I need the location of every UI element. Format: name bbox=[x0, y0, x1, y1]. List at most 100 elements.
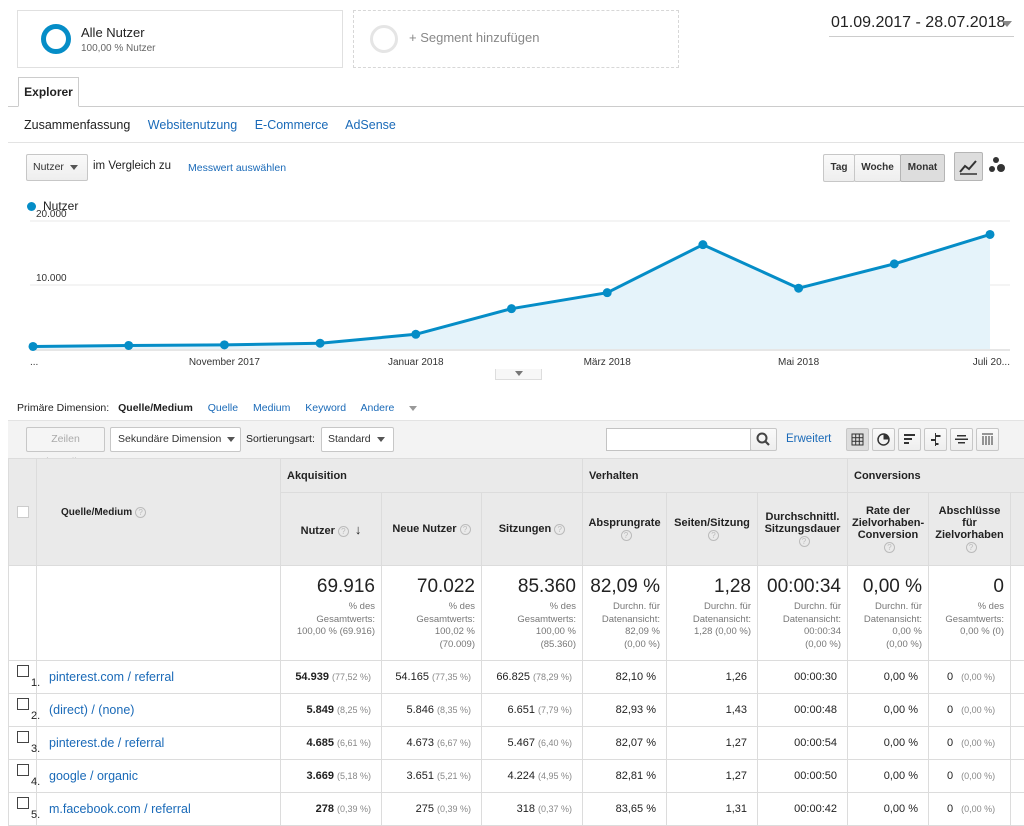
row-select-cell[interactable]: 4. bbox=[8, 759, 40, 793]
select-metric-link[interactable]: Messwert auswählen bbox=[188, 162, 287, 174]
row-select-cell[interactable]: 3. bbox=[8, 726, 40, 760]
col-sessions[interactable]: Sitzungen? bbox=[481, 492, 583, 566]
col-conversion-rate[interactable]: Rate der Zielvorhaben-Conversion? bbox=[847, 492, 929, 566]
users-cell: 278 (0,39 %) bbox=[280, 792, 382, 826]
subtab-summary[interactable]: Zusammenfassung bbox=[24, 118, 131, 132]
users-cell: 5.849 (8,25 %) bbox=[280, 693, 382, 727]
period-week-button[interactable]: Woche bbox=[854, 154, 901, 182]
dimension-source-medium[interactable]: Quelle/Medium bbox=[118, 402, 193, 414]
search-button[interactable] bbox=[750, 428, 777, 451]
row-select-cell[interactable]: 2. bbox=[8, 693, 40, 727]
view-performance-button[interactable] bbox=[898, 428, 921, 451]
sessions-value: 4.224 bbox=[507, 770, 535, 782]
dimension-keyword[interactable]: Keyword bbox=[305, 402, 347, 414]
data-point bbox=[411, 329, 421, 339]
bounce-cell: 82,07 % bbox=[582, 726, 667, 760]
line-chart-button[interactable] bbox=[954, 152, 983, 181]
total-note: Gesamtwerts: bbox=[945, 613, 1004, 625]
col-sessions-label: Sitzungen bbox=[498, 523, 552, 535]
dimension-medium[interactable]: Medium bbox=[253, 402, 291, 414]
col-bounce-rate[interactable]: Absprungrate? bbox=[582, 492, 667, 566]
dimension-source[interactable]: Quelle bbox=[207, 402, 239, 414]
row-select-cell[interactable]: 1. bbox=[8, 660, 40, 694]
row-select-cell[interactable]: 5. bbox=[8, 792, 40, 826]
sort-type-value: Standard bbox=[328, 433, 371, 445]
sessions-percent: (0,37 %) bbox=[537, 804, 572, 814]
duration-cell: 00:00:54 bbox=[757, 726, 848, 760]
y-tick-label: 20.000 bbox=[36, 209, 67, 220]
row-checkbox[interactable] bbox=[17, 698, 29, 710]
period-month-button[interactable]: Monat bbox=[900, 154, 945, 182]
x-tick-label: Januar 2018 bbox=[388, 357, 444, 368]
motion-chart-button[interactable] bbox=[982, 152, 1011, 181]
sessions-value: 66.825 bbox=[496, 671, 530, 683]
row-checkbox[interactable] bbox=[17, 665, 29, 677]
view-pivot-button[interactable] bbox=[976, 428, 999, 451]
view-data-button[interactable] bbox=[846, 428, 869, 451]
users-percent: (77,52 %) bbox=[331, 672, 371, 682]
sort-type-dropdown[interactable]: Standard bbox=[321, 427, 394, 452]
users-percent: (6,61 %) bbox=[336, 738, 371, 748]
chevron-down-icon bbox=[69, 164, 78, 170]
sessions-value: 6.651 bbox=[507, 704, 535, 716]
source-link[interactable]: pinterest.com / referral bbox=[49, 670, 175, 684]
source-link[interactable]: google / organic bbox=[49, 769, 138, 783]
subtab-adsense[interactable]: AdSense bbox=[345, 118, 396, 132]
metric-dropdown[interactable]: Nutzer bbox=[26, 154, 88, 181]
new-users-percent: (8,35 %) bbox=[436, 705, 471, 715]
secondary-dimension-dropdown[interactable]: Sekundäre Dimension bbox=[110, 427, 241, 452]
select-all-checkbox[interactable] bbox=[16, 506, 29, 519]
primary-dimension-label: Primäre Dimension: bbox=[17, 402, 110, 414]
group-conversions: Conversions bbox=[847, 458, 1024, 493]
report-table: Quelle/Medium? Akquisition Verhalten Con… bbox=[8, 458, 1024, 826]
segment-all-users[interactable]: Alle Nutzer 100,00 % Nutzer bbox=[17, 10, 343, 68]
advanced-filter-link[interactable]: Erweitert bbox=[786, 433, 832, 445]
col-users[interactable]: Nutzer? ↓ bbox=[280, 492, 382, 566]
pages-cell: 1,43 bbox=[666, 693, 758, 727]
dimension-more-dropdown[interactable]: Andere bbox=[361, 402, 430, 414]
duration-value: 00:00:50 bbox=[794, 770, 837, 782]
col-new-users[interactable]: Neue Nutzer? bbox=[381, 492, 482, 566]
source-link[interactable]: pinterest.de / referral bbox=[49, 736, 165, 750]
view-term-cloud-button[interactable] bbox=[950, 428, 973, 451]
overflow-cell bbox=[1010, 726, 1024, 760]
select-all-cell[interactable] bbox=[8, 458, 37, 566]
duration-cell: 00:00:48 bbox=[757, 693, 848, 727]
source-link[interactable]: m.facebook.com / referral bbox=[49, 802, 191, 816]
tab-explorer[interactable]: Explorer bbox=[18, 77, 79, 107]
duration-value: 00:00:30 bbox=[794, 671, 837, 683]
data-point bbox=[698, 240, 708, 250]
data-point bbox=[985, 229, 995, 239]
duration-cell: 00:00:42 bbox=[757, 792, 848, 826]
chevron-down-icon bbox=[1002, 21, 1012, 27]
collapse-chart-button[interactable] bbox=[495, 369, 542, 380]
pivot-icon bbox=[982, 433, 993, 445]
users-value: 5.849 bbox=[306, 704, 334, 716]
plot-rows-button[interactable]: Zeilen darstellen bbox=[26, 427, 105, 468]
row-checkbox[interactable] bbox=[17, 764, 29, 776]
add-segment-button[interactable]: + Segment hinzufügen bbox=[353, 10, 679, 68]
new-users-percent: (0,39 %) bbox=[436, 804, 471, 814]
table-search-input[interactable] bbox=[606, 428, 751, 451]
users-value: 278 bbox=[315, 803, 334, 815]
dimension-header[interactable]: Quelle/Medium? bbox=[36, 458, 281, 566]
total-value: 69.916 bbox=[316, 576, 375, 597]
view-comparison-button[interactable] bbox=[924, 428, 947, 451]
total-value: 1,28 bbox=[714, 576, 751, 597]
col-avg-duration[interactable]: Durchschnittl. Sitzungsdauer? bbox=[757, 492, 848, 566]
row-checkbox[interactable] bbox=[17, 731, 29, 743]
sessions-cell: 318 (0,37 %) bbox=[481, 792, 583, 826]
help-icon: ? bbox=[620, 530, 632, 541]
col-goal-completions[interactable]: Abschlüsse für Zielvorhaben? bbox=[928, 492, 1011, 566]
new-users-value: 275 bbox=[415, 803, 434, 815]
data-point bbox=[219, 340, 229, 350]
date-range-picker[interactable]: 01.09.2017 - 28.07.2018 bbox=[829, 12, 1014, 37]
duration-cell: 00:00:30 bbox=[757, 660, 848, 694]
col-pages-per-session[interactable]: Seiten/Sitzung? bbox=[666, 492, 758, 566]
subtab-ecommerce[interactable]: E-Commerce bbox=[254, 118, 329, 132]
source-link[interactable]: (direct) / (none) bbox=[49, 703, 135, 717]
subtab-site-usage[interactable]: Websitenutzung bbox=[147, 118, 238, 132]
row-checkbox[interactable] bbox=[17, 797, 29, 809]
view-percentage-button[interactable] bbox=[872, 428, 895, 451]
